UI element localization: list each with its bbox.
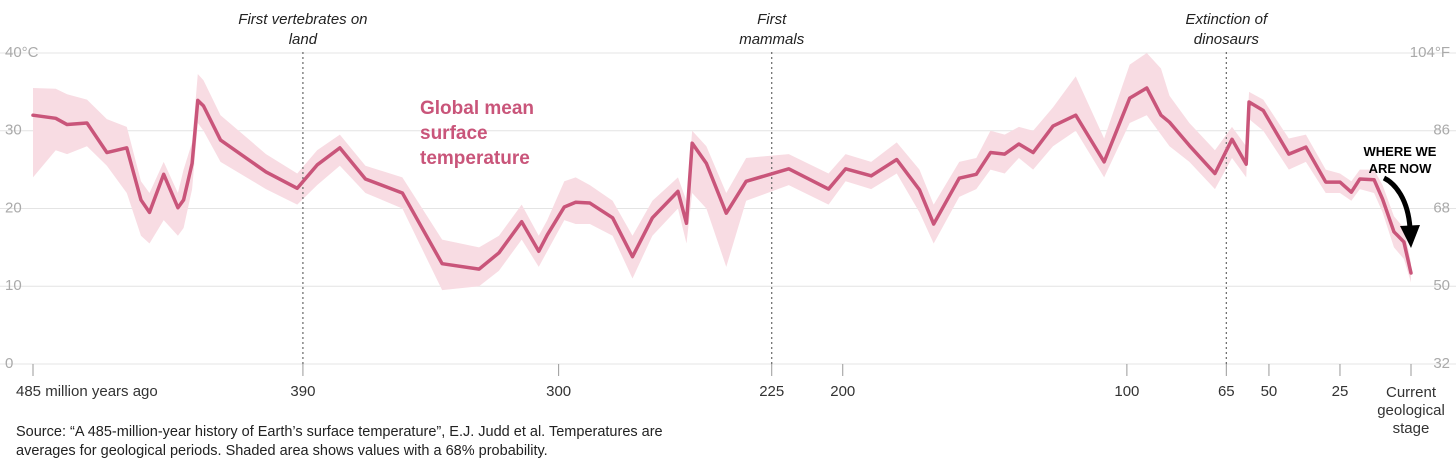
y2-tick-label: 50	[1433, 277, 1450, 294]
annotation-label: First mammals	[739, 11, 805, 48]
series-line	[31, 86, 1413, 275]
x-tick-label: 485 million years ago	[16, 383, 158, 400]
y2-tick-label: 104°F	[1410, 44, 1450, 61]
y-tick-label: 40°C	[5, 44, 39, 61]
x-tick-label: 225	[759, 383, 784, 400]
x-tick-label: 50	[1261, 383, 1278, 400]
callout-arrow	[1382, 175, 1413, 229]
y2-tick-label: 32	[1433, 355, 1450, 372]
source: Source: “A 485-million-year history of E…	[16, 424, 663, 459]
y2-tick-label: 68	[1433, 199, 1450, 216]
y-tick-label: 20	[5, 199, 22, 216]
callout: WHERE WE ARE NOW	[1363, 144, 1437, 176]
x-tick-label: 200	[830, 383, 855, 400]
y-tick-label: 10	[5, 277, 22, 294]
series-label: Global mean surface temperature	[420, 98, 535, 169]
y-tick-label: 30	[5, 122, 22, 139]
y2-tick-label: 86	[1433, 122, 1450, 139]
callout-arrowhead	[1400, 225, 1420, 248]
x-tick-label: 100	[1114, 383, 1139, 400]
annotation-label: First vertebrates on land	[238, 11, 368, 48]
annotation-label: Extinction of dinosaurs	[1185, 11, 1268, 48]
x-tick-label: 65	[1218, 383, 1235, 400]
confidence-band	[33, 53, 1411, 291]
x-tick-label: 390	[290, 383, 315, 400]
x-tick-label: Current geological stage	[1377, 384, 1445, 437]
x-tick-label: 300	[546, 383, 571, 400]
x-tick-label: 25	[1332, 383, 1349, 400]
y-tick-label: 0	[5, 355, 13, 372]
